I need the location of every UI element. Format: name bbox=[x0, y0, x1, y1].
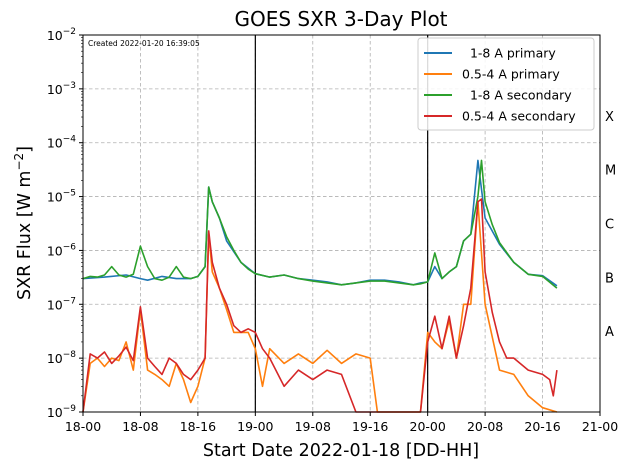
x-tick-label: 20-00 bbox=[410, 419, 446, 434]
x-tick-label: 19-08 bbox=[295, 419, 331, 434]
series-lines bbox=[82, 159, 558, 413]
x-tick-label: 19-00 bbox=[237, 419, 273, 434]
y-tick-label: 10−2 bbox=[47, 27, 76, 43]
legend-label: 0.5-4 A primary bbox=[462, 67, 560, 82]
series-line-3 bbox=[82, 198, 558, 413]
x-tick-label: 21-00 bbox=[582, 419, 618, 434]
legend-label: 1-8 A secondary bbox=[462, 88, 572, 103]
flare-class-label: X bbox=[605, 110, 614, 125]
x-tick-label: 20-08 bbox=[467, 419, 503, 434]
series-line-2 bbox=[82, 159, 558, 289]
flare-class-label: A bbox=[605, 325, 614, 340]
legend-items: 1-8 A primary 0.5-4 A primary 1-8 A secon… bbox=[424, 46, 576, 124]
x-axis-label: Start Date 2022-01-18 [DD-HH] bbox=[203, 441, 479, 461]
flare-class-labels: X M C B A bbox=[605, 110, 616, 340]
x-tick-label: 18-16 bbox=[180, 419, 216, 434]
x-tick-label: 19-16 bbox=[352, 419, 388, 434]
x-tick-label: 20-16 bbox=[524, 419, 560, 434]
y-tick-label: 10−8 bbox=[47, 350, 76, 366]
y-tick-label: 10−7 bbox=[47, 296, 76, 312]
y-tick-label: 10−5 bbox=[47, 189, 76, 205]
plot-frame bbox=[82, 34, 601, 413]
y-tick-label: 10−3 bbox=[47, 81, 76, 97]
y-tick-label: 10−9 bbox=[47, 404, 76, 420]
y-axis-label-close: ] bbox=[15, 146, 35, 153]
created-note: Created 2022-01-20 16:39:05 bbox=[88, 39, 200, 48]
chart-title: GOES SXR 3-Day Plot bbox=[234, 7, 447, 31]
y-axis-label-exponent: −2 bbox=[12, 153, 26, 171]
y-axis-ticks: 10−9 10−8 10−7 10−6 10−5 10−4 10−3 10−2 bbox=[47, 27, 83, 420]
legend-box bbox=[417, 37, 595, 131]
legend: 1-8 A primary 0.5-4 A primary 1-8 A secon… bbox=[417, 37, 595, 131]
y-axis-label: SXR Flux [W m−2] bbox=[12, 146, 35, 300]
flare-class-label: B bbox=[605, 271, 614, 286]
x-tick-label: 18-00 bbox=[65, 419, 101, 434]
y-tick-label: 10−4 bbox=[47, 135, 76, 151]
flare-class-label: M bbox=[605, 164, 616, 179]
y-tick-label: 10−6 bbox=[47, 242, 76, 258]
x-tick-label: 18-08 bbox=[122, 419, 158, 434]
legend-label: 0.5-4 A secondary bbox=[462, 109, 576, 124]
flare-class-label: C bbox=[605, 218, 614, 233]
legend-label: 1-8 A primary bbox=[462, 46, 556, 61]
x-axis-ticks: 18-00 18-08 18-16 19-00 19-08 19-16 20-00 20-08… bbox=[65, 412, 618, 434]
y-axis-label-text: SXR Flux [W m bbox=[15, 171, 35, 301]
